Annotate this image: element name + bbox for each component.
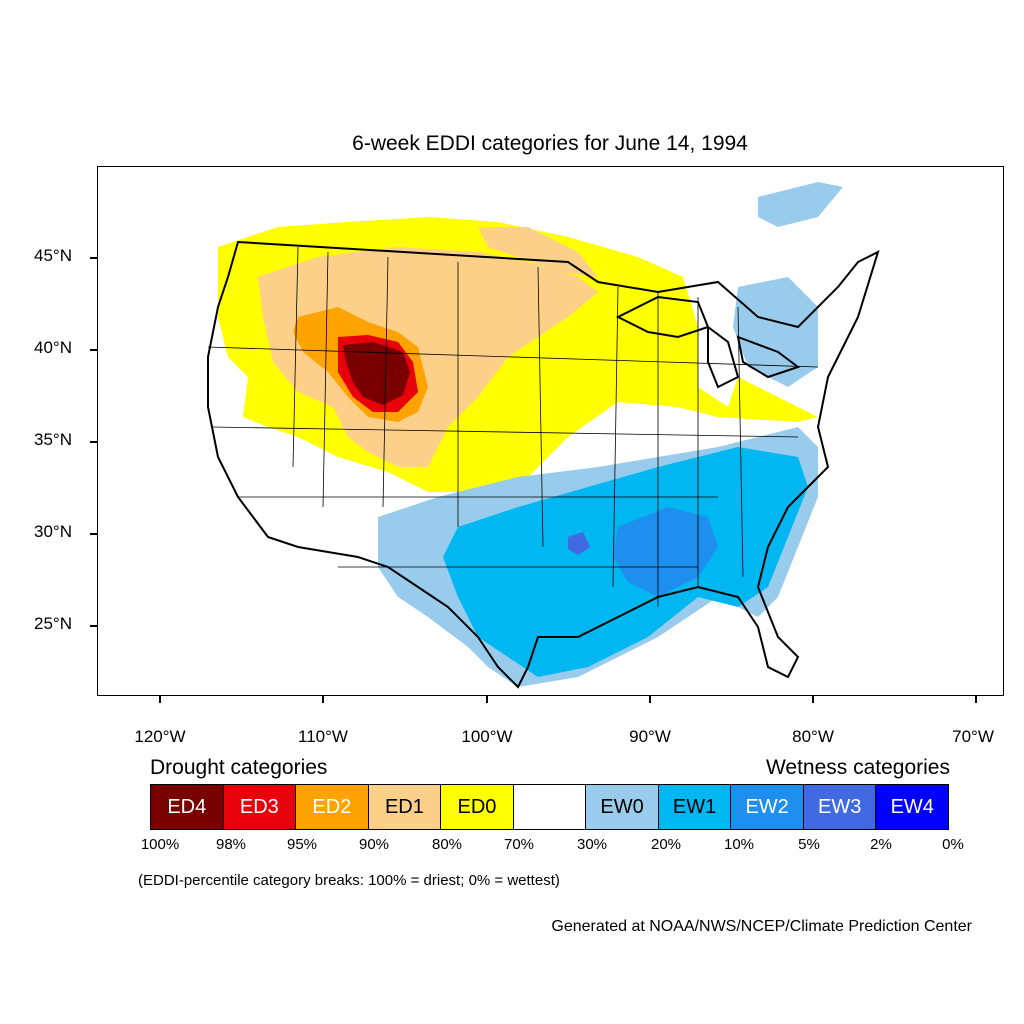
ew3-region xyxy=(568,532,590,555)
swatch-ed3: ED3 xyxy=(223,785,297,829)
category-breaks-note: (EDDI-percentile category breaks: 100% =… xyxy=(138,872,560,889)
lat-tick xyxy=(90,349,97,351)
lon-label-100: 100°W xyxy=(461,727,513,746)
break-label: 100% xyxy=(140,836,180,853)
ed4-region xyxy=(343,342,410,405)
lat-tick xyxy=(90,441,97,443)
ew2-region xyxy=(613,507,718,597)
swatch-ew1: EW1 xyxy=(658,785,732,829)
lon-tick xyxy=(649,696,651,703)
lon-label-110: 110°W xyxy=(298,727,348,746)
source-credit: Generated at NOAA/NWS/NCEP/Climate Predi… xyxy=(551,918,972,935)
break-label: 0% xyxy=(942,836,964,853)
lat-tick xyxy=(90,625,97,627)
ew0-region-canada xyxy=(758,182,843,227)
drought-categories-heading: Drought categories xyxy=(150,756,328,779)
lat-label-25: 25°N xyxy=(34,614,72,633)
ed1-region-north xyxy=(478,227,598,277)
us-outline xyxy=(207,240,880,689)
break-label: 30% xyxy=(576,836,608,853)
swatch-ed2: ED2 xyxy=(296,785,369,829)
break-label: 20% xyxy=(650,836,682,853)
lon-tick xyxy=(486,696,488,703)
lon-tick xyxy=(975,696,977,703)
eddi-map xyxy=(207,182,880,689)
break-label: 10% xyxy=(723,836,755,853)
swatch-ew2: EW2 xyxy=(731,785,804,829)
lat-tick xyxy=(90,257,97,259)
break-label: 90% xyxy=(358,836,390,853)
swatch-ew3: EW3 xyxy=(803,785,877,829)
state-borders xyxy=(207,246,819,607)
lat-tick xyxy=(90,533,97,535)
lat-label-35: 35°N xyxy=(34,430,72,449)
swatch-ew4: EW4 xyxy=(876,785,949,829)
break-label: 80% xyxy=(431,836,463,853)
swatch-ed1: ED1 xyxy=(368,785,442,829)
swatch-ew0: EW0 xyxy=(586,785,659,829)
ed1-region xyxy=(258,247,598,467)
break-label: 95% xyxy=(286,836,318,853)
lon-label-120: 120°W xyxy=(134,727,186,746)
map-title: 6-week EDDI categories for June 14, 1994 xyxy=(352,132,748,155)
lon-tick xyxy=(812,696,814,703)
swatch-ed0: ED0 xyxy=(441,785,514,829)
break-label: 70% xyxy=(503,836,535,853)
swatch-ed4: ED4 xyxy=(151,785,224,829)
ew0-region-ne xyxy=(733,277,818,387)
break-label: 2% xyxy=(870,836,892,853)
great-lakes xyxy=(615,295,801,389)
lat-label-45: 45°N xyxy=(34,246,72,265)
lat-label-30: 30°N xyxy=(34,522,72,541)
lat-label-40: 40°N xyxy=(34,338,72,357)
lon-label-80: 80°W xyxy=(792,727,834,746)
lon-tick xyxy=(159,696,161,703)
lon-label-90: 90°W xyxy=(629,727,671,746)
lon-label-70: 70°W xyxy=(952,727,994,746)
wetness-categories-heading: Wetness categories xyxy=(765,756,950,779)
break-label: 98% xyxy=(215,836,247,853)
break-label: 5% xyxy=(798,836,820,853)
map-panel xyxy=(97,166,1004,696)
swatch-normal xyxy=(513,785,587,829)
category-colorbar: ED4 ED3 ED2 ED1 ED0 EW0 EW1 EW2 EW3 EW4 xyxy=(150,784,949,830)
lon-tick xyxy=(322,696,324,703)
